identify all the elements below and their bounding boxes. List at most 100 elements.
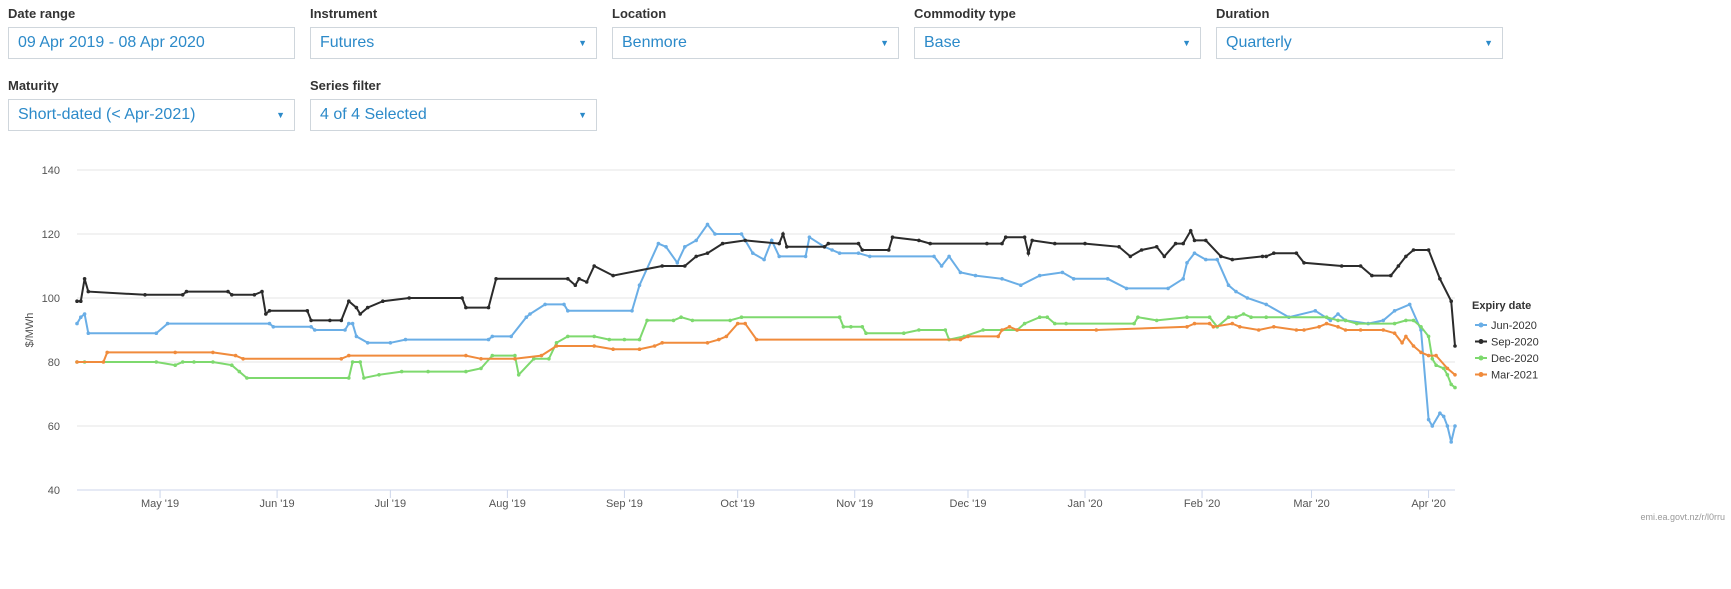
data-point [958,270,963,275]
data-point [785,245,789,249]
data-point [1185,261,1189,265]
data-point [1003,235,1008,239]
data-point [1192,251,1197,255]
data-point [486,337,491,342]
data-point [1230,257,1235,262]
data-point [958,337,963,342]
data-point [694,238,698,243]
location-value: Benmore [622,34,687,51]
data-point [154,331,159,335]
series-Mar-2021 [75,321,1457,377]
legend-item[interactable]: Mar-2021 [1475,370,1538,382]
data-point [1234,289,1238,294]
data-point [1370,273,1374,278]
data-point [143,293,147,297]
data-point [837,315,842,319]
data-point [407,296,412,300]
data-point [841,325,846,329]
data-point [611,347,615,351]
data-point [309,325,313,329]
x-tick-label: Mar '20 [1293,498,1329,510]
data-point [1132,321,1136,326]
data-point [762,257,766,262]
data-point [1060,270,1065,275]
date-range-input[interactable]: 09 Apr 2019 - 08 Apr 2020 [8,27,295,59]
data-point [1336,318,1340,323]
data-point [1117,245,1121,249]
data-point [271,325,276,329]
duration-value: Quarterly [1226,34,1292,51]
data-point [1426,248,1431,252]
data-point [464,305,468,310]
data-point [573,283,578,287]
data-point [735,321,740,326]
date-range-label: Date range [8,6,76,21]
data-point [313,328,317,332]
data-point [1185,325,1189,329]
data-point [173,363,177,367]
data-point [1396,264,1401,268]
caret-down-icon: ▼ [578,110,587,120]
data-point [1264,315,1268,319]
data-point [690,318,695,323]
data-point [630,309,634,313]
series-filter-select[interactable]: 4 of 4 Selected ▼ [310,99,597,131]
data-point [1336,325,1340,329]
data-point [86,331,91,335]
data-point [339,318,344,323]
data-point [652,344,657,348]
data-point [1226,315,1231,319]
data-point [660,264,664,268]
maturity-select[interactable]: Short-dated (< Apr-2021) ▼ [8,99,295,131]
legend-item[interactable]: Sep-2020 [1475,337,1539,349]
y-tick-label: 40 [48,485,60,497]
data-point [1313,309,1318,313]
data-point [180,360,185,364]
data-point [347,376,351,380]
data-point [1381,328,1386,332]
legend-item[interactable]: Dec-2020 [1475,353,1539,365]
data-point [1411,318,1416,323]
data-point [347,353,351,358]
data-point [245,376,249,380]
data-point [554,344,559,348]
data-point [241,357,245,361]
data-point [1094,328,1099,332]
instrument-select[interactable]: Futures ▼ [310,27,597,59]
legend-item[interactable]: Jun-2020 [1475,320,1537,332]
data-point [1045,315,1050,319]
data-point [237,369,242,374]
data-point [1343,328,1348,332]
data-point [754,337,759,342]
price-chart: 40 60 80 100 120 140 May '19 Jun '19 Jul '19 Aug… [24,165,1725,522]
data-point [79,299,83,303]
y-tick-label: 100 [42,293,60,305]
data-point [1264,254,1268,259]
data-point [1022,235,1027,239]
data-point [996,334,1000,339]
data-point [490,334,495,339]
date-range-filter: Date range 09 Apr 2019 - 08 Apr 2020 [8,6,295,59]
x-tick-label: Sep '19 [606,498,643,510]
location-filter: Location Benmore ▼ [612,6,899,59]
data-point [1324,315,1329,319]
location-select[interactable]: Benmore ▼ [612,27,899,59]
x-tick-label: Nov '19 [836,498,873,510]
data-point [1053,321,1057,326]
data-point [566,309,570,313]
data-point [1022,321,1027,326]
data-point [739,315,744,319]
date-range-value: 09 Apr 2019 - 08 Apr 2020 [18,34,205,51]
data-point [705,251,710,255]
data-point [1419,350,1423,355]
data-point [637,347,642,351]
data-point [426,369,430,374]
data-point [75,360,79,364]
data-point [1105,277,1110,281]
data-point [917,328,921,332]
duration-select[interactable]: Quarterly ▼ [1216,27,1503,59]
commodity-type-select[interactable]: Base ▼ [914,27,1201,59]
data-point [1392,331,1397,335]
data-point [1019,283,1023,287]
data-point [1192,238,1197,243]
